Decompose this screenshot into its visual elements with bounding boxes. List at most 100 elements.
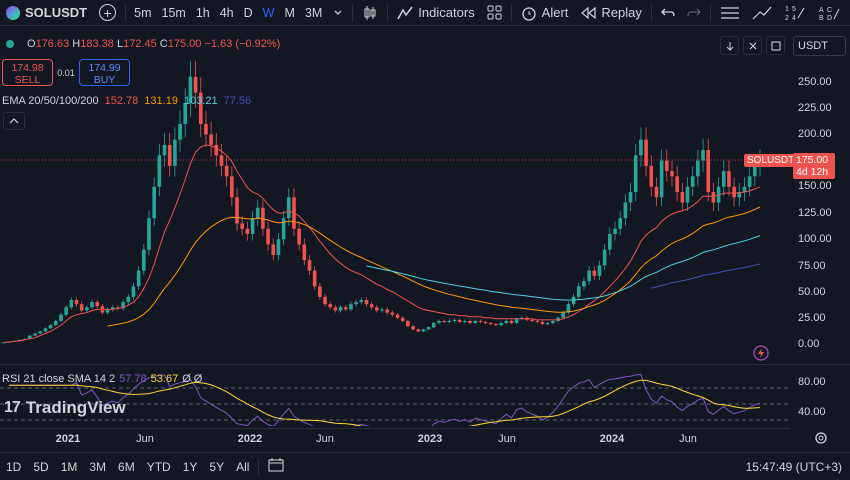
range-1m[interactable]: 1M [60,459,78,474]
currency-selector[interactable]: USDT [793,36,846,56]
candle [504,320,509,324]
svg-text:A: A [819,7,824,14]
time-axis[interactable]: 2021 Jun 2022 Jun 2023 Jun 2024 Jun [0,428,790,448]
date-range-button[interactable] [262,458,290,475]
range-5d[interactable]: 5D [33,459,49,474]
svg-text:D: D [827,15,832,22]
pane-divider[interactable] [0,364,850,365]
svg-text:4: 4 [792,15,796,22]
candle [478,320,483,322]
timeframe-m[interactable]: M [284,5,295,20]
scroll-down-button[interactable] [720,36,739,55]
undo-icon [660,8,675,16]
alert-button[interactable]: Alert [515,0,575,26]
toolbar-divider [510,3,512,22]
candle [193,76,198,93]
timeframe-1h[interactable]: 1h [195,5,210,20]
candle [608,233,612,250]
collapse-pane-button[interactable] [743,36,762,55]
range-1d[interactable]: 1D [6,459,22,474]
redo-icon [687,8,701,16]
buy-button[interactable]: 174.99 BUY [79,59,130,86]
rsi-legend[interactable]: RSI 21 close SMA 14 2 57.78 53.67 Ø Ø [2,373,202,385]
ema20-line [3,144,761,343]
candle [706,150,711,193]
candle [747,176,752,187]
candle [437,320,441,324]
candle [105,309,110,313]
candle [426,327,431,330]
sell-button[interactable]: 174.98 SELL [2,59,53,86]
clock[interactable]: 15:47:49 (UTC+3) [745,460,842,474]
price-chart[interactable] [0,60,790,460]
candle [618,218,623,229]
symbol-label: SOLUSDT [25,5,88,20]
timeframe-w[interactable]: W [262,5,275,20]
candle [561,312,566,318]
candle [644,139,648,166]
candle [116,307,120,309]
compare-symbol-button[interactable]: + [93,0,122,26]
indicators-icon [397,6,413,19]
trend-line-button[interactable] [746,0,778,26]
candle [245,228,250,234]
candle [328,304,333,308]
range-6m[interactable]: 6M [118,459,135,474]
horizontal-lines-icon [720,6,739,19]
tradingview-watermark: 17 TradingView [4,398,126,418]
candle [85,307,89,311]
symbol-search-button[interactable]: SOLUSDT [0,0,93,26]
collapse-legend-button[interactable] [3,112,25,130]
candle [582,281,586,287]
candle [110,307,115,310]
candle [157,155,162,187]
candle [690,176,695,187]
lightning-icon[interactable] [752,344,770,362]
redo-button[interactable] [681,0,707,26]
candle [545,323,550,325]
candles-group [2,60,762,344]
timeframe-d[interactable]: D [243,5,253,20]
candle [59,314,63,321]
solana-coin-icon [6,5,20,20]
range-3m[interactable]: 3M [89,459,107,474]
arrow-down-icon [726,41,733,51]
timeframe-3m[interactable]: 3M [304,5,323,20]
calendar-icon [268,458,284,472]
candle [566,304,571,313]
maximize-pane-button[interactable] [766,36,785,55]
candle [28,335,32,339]
timeframe-dropdown[interactable] [327,0,349,26]
range-5y[interactable]: 5Y [209,459,225,474]
candle [406,320,410,327]
price-label: 0.00 [798,338,820,350]
rsi-line [9,373,761,426]
toolbar-divider [352,3,354,22]
chart-type-button[interactable] [356,0,384,26]
candle [250,218,255,234]
candle [473,320,478,324]
ema-legend[interactable]: EMA 20/50/100/200 152.78 131.19 103.21 7… [2,95,251,107]
range-1y[interactable]: 1Y [182,459,198,474]
timeframe-4h[interactable]: 4h [219,5,234,20]
templates-button[interactable] [481,0,508,26]
candle [400,317,405,321]
replay-button[interactable]: Replay [574,0,647,26]
rsi-scale[interactable]: 80.00 40.00 [792,366,850,426]
indicators-button[interactable]: Indicators [391,0,480,26]
price-scale[interactable]: 250.00 225.00 200.00 150.00 125.00 100.0… [792,60,850,360]
range-all[interactable]: All [236,459,250,474]
undo-button[interactable] [655,0,681,26]
rsi-pane[interactable] [0,366,790,426]
candle [281,218,286,240]
chart-settings-button[interactable] [814,431,828,448]
candle [323,296,327,305]
drawing-lines-button[interactable] [714,0,746,26]
range-ytd[interactable]: YTD [146,459,171,474]
candle [349,304,353,310]
timeframe-15m[interactable]: 15m [161,5,186,20]
timeframe-5m[interactable]: 5m [134,5,152,20]
